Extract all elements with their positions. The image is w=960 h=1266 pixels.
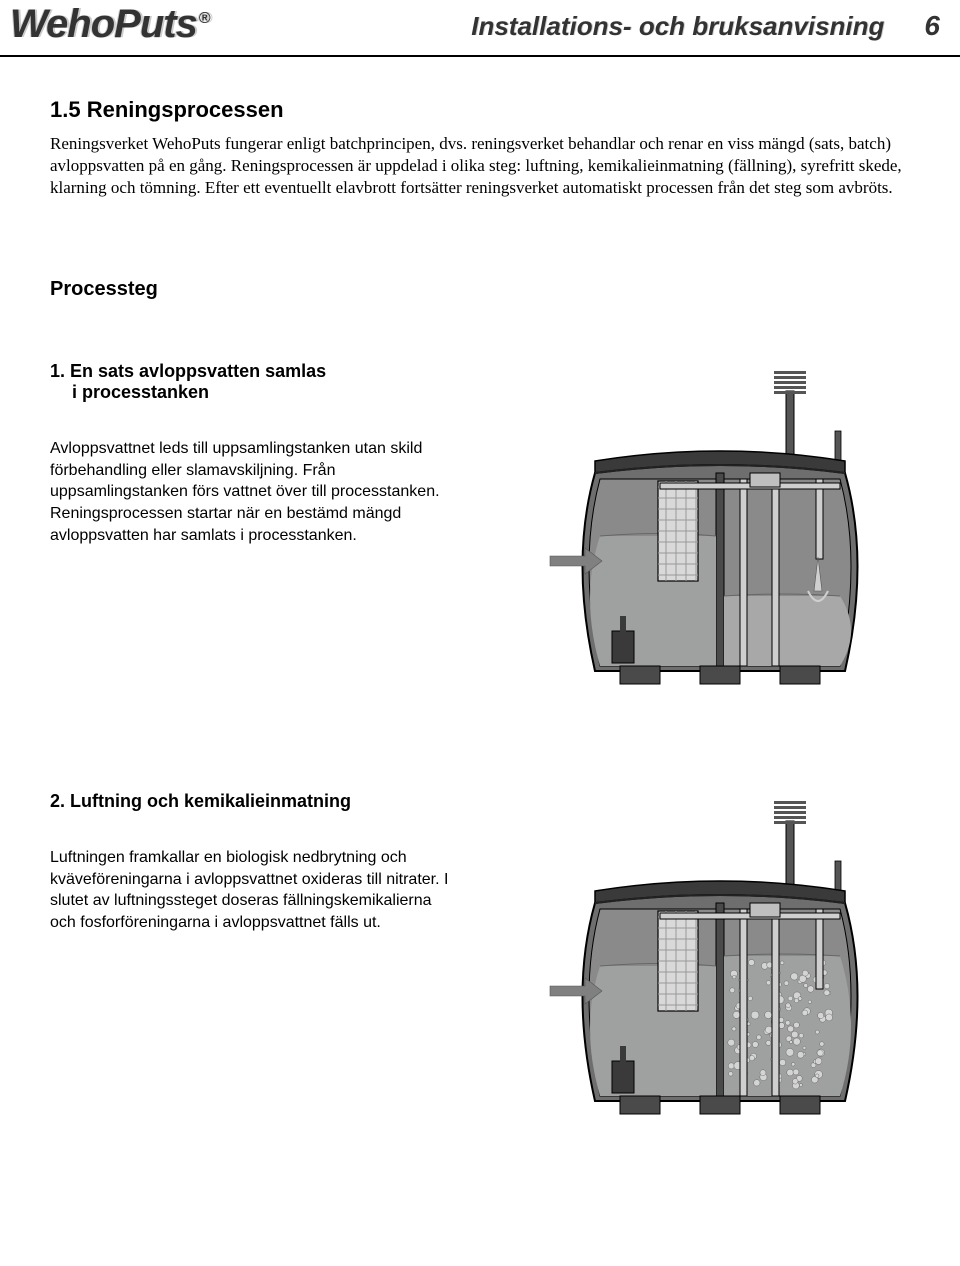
header-right: Installations- och bruksanvisning 6 — [471, 10, 940, 42]
page-number: 6 — [924, 10, 940, 42]
step-2-title-line1: 2. Luftning och kemikalieinmatning — [50, 791, 351, 811]
step-1: 1. En sats avloppsvatten samlas i proces… — [50, 361, 910, 701]
step-2: 2. Luftning och kemikalieinmatning Luftn… — [50, 791, 910, 1131]
tank-diagram-2 — [540, 791, 900, 1131]
step-2-body: Luftningen framkallar en biologisk nedbr… — [50, 847, 450, 933]
brand-logo: WehoPuts® — [10, 2, 210, 47]
page-header: WehoPuts® Installations- och bruksanvisn… — [0, 0, 960, 55]
logo-text: WehoPuts — [10, 2, 197, 46]
step-1-body: Avloppsvattnet leds till uppsamlingstank… — [50, 438, 450, 546]
doc-title: Installations- och bruksanvisning — [471, 11, 884, 42]
step-1-title: 1. En sats avloppsvatten samlas i proces… — [50, 361, 450, 403]
step-2-diagram — [480, 791, 910, 1131]
step-2-text: 2. Luftning och kemikalieinmatning Luftn… — [50, 791, 450, 933]
intro-paragraph: Reningsverket WehoPuts fungerar enligt b… — [50, 133, 910, 198]
step-1-title-line1: 1. En sats avloppsvatten samlas — [50, 361, 326, 381]
logo-mark: ® — [199, 10, 210, 27]
process-heading: Processteg — [50, 278, 910, 301]
step-1-text: 1. En sats avloppsvatten samlas i proces… — [50, 361, 450, 546]
tank-diagram-1 — [540, 361, 900, 701]
page-content: 1.5 Reningsprocessen Reningsverket WehoP… — [0, 57, 960, 1191]
step-2-title: 2. Luftning och kemikalieinmatning — [50, 791, 450, 812]
section-title: 1.5 Reningsprocessen — [50, 97, 910, 123]
step-1-diagram — [480, 361, 910, 701]
step-1-title-line2: i processtanken — [72, 382, 450, 403]
